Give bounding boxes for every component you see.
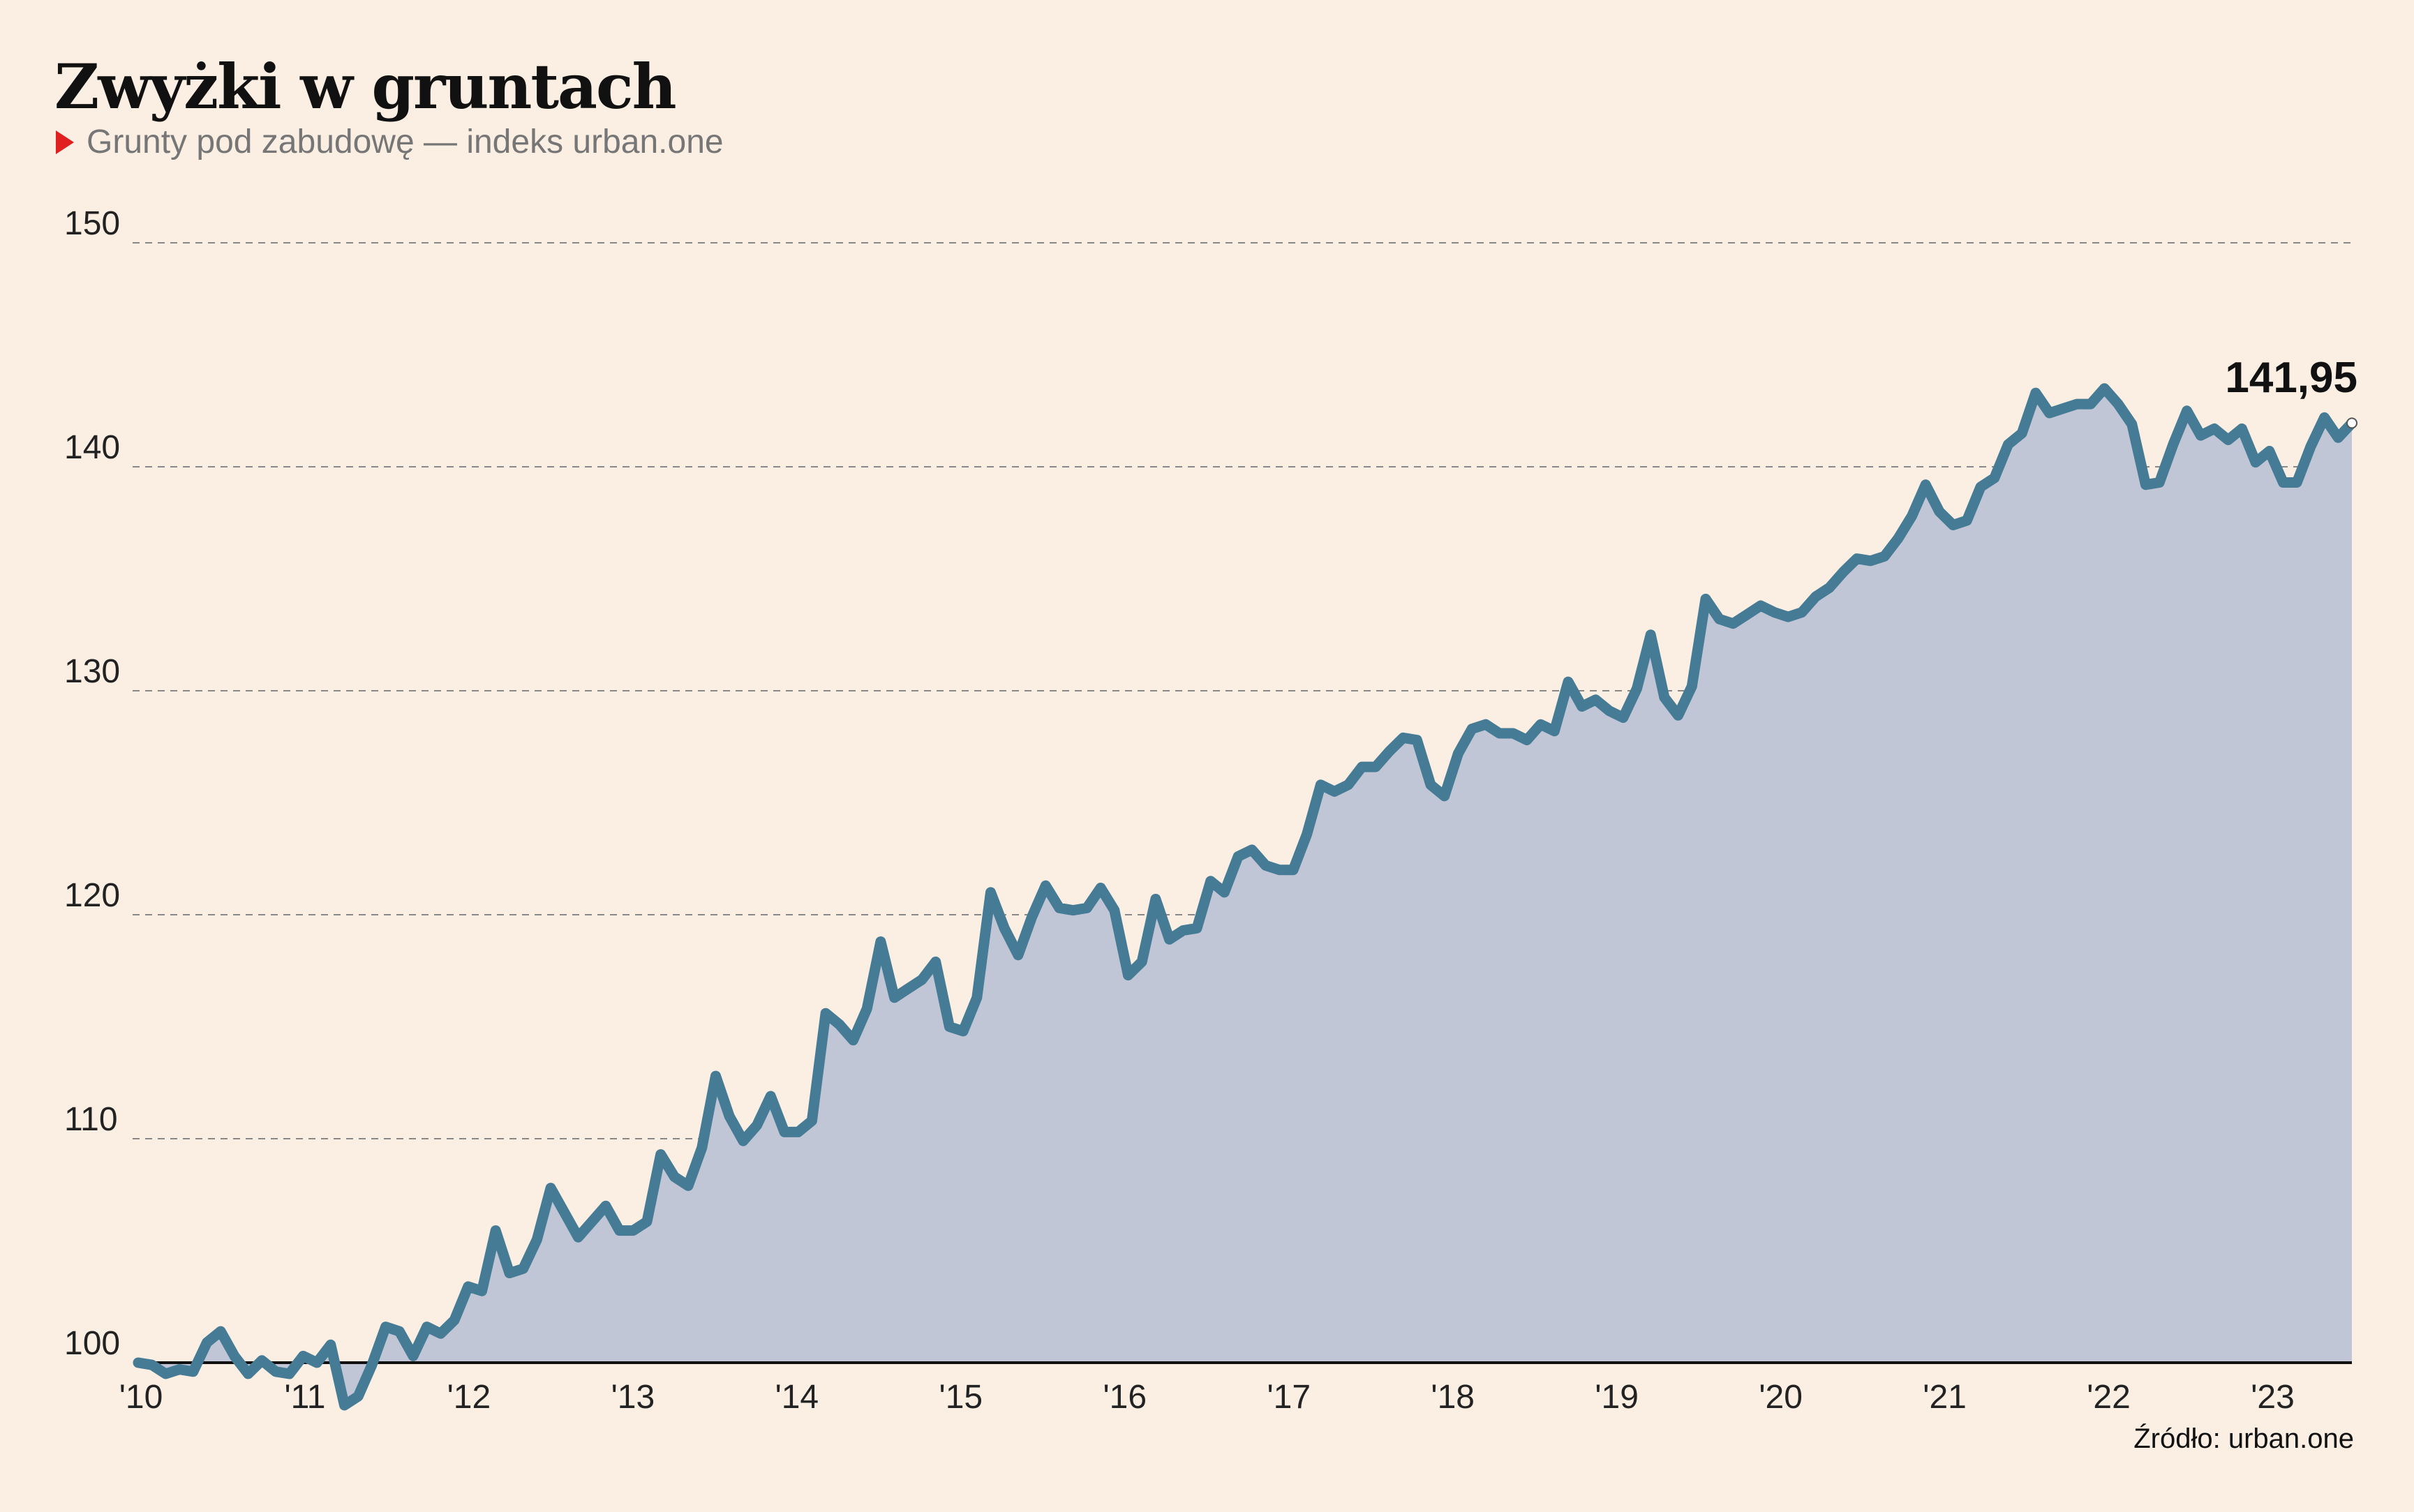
x-tick-label: '20 <box>1759 1379 1803 1416</box>
y-tick-label: 120 <box>64 877 120 914</box>
x-tick-label: '18 <box>1431 1379 1475 1416</box>
series-area <box>138 388 2352 1406</box>
chart-title: Zwyżki w gruntach <box>54 50 677 123</box>
x-tick-label: '11 <box>284 1379 325 1416</box>
x-tick-label: '19 <box>1595 1379 1639 1416</box>
x-tick-label: '15 <box>939 1379 983 1416</box>
x-tick-label: '13 <box>611 1379 655 1416</box>
line-layer <box>133 383 2357 1411</box>
y-tick-label: 140 <box>64 429 120 466</box>
red-triangle-marker-icon <box>56 130 74 154</box>
x-tick-label: '22 <box>2087 1379 2131 1416</box>
y-tick-label: 130 <box>64 653 120 690</box>
labels: 100 110 120 130 140 150 141,95 '10 '11 '12 '13 '14 '… <box>64 205 2357 1416</box>
chart-subtitle: Grunty pod zabudowę — indeks urban.one <box>56 123 724 161</box>
x-tick-label: '21 <box>1923 1379 1967 1416</box>
last-point-marker <box>2346 417 2357 429</box>
y-tick-label: 150 <box>64 205 120 242</box>
last-value-label: 141,95 <box>2225 354 2357 402</box>
x-tick-label: '14 <box>775 1379 819 1416</box>
x-tick-label: '23 <box>2251 1379 2295 1416</box>
y-tick-label: 100 <box>64 1325 120 1362</box>
x-tick-label: '10 <box>119 1379 163 1416</box>
x-tick-label: '17 <box>1267 1379 1311 1416</box>
source-note: Źródło: urban.one <box>2133 1423 2354 1454</box>
y-tick-label: 110 <box>64 1101 118 1138</box>
area-layer <box>138 388 2352 1406</box>
series-line <box>133 383 2357 1411</box>
x-tick-label: '12 <box>447 1379 491 1416</box>
x-tick-label: '16 <box>1103 1379 1147 1416</box>
chart-subtitle-text: Grunty pod zabudowę — indeks urban.one <box>87 123 724 160</box>
